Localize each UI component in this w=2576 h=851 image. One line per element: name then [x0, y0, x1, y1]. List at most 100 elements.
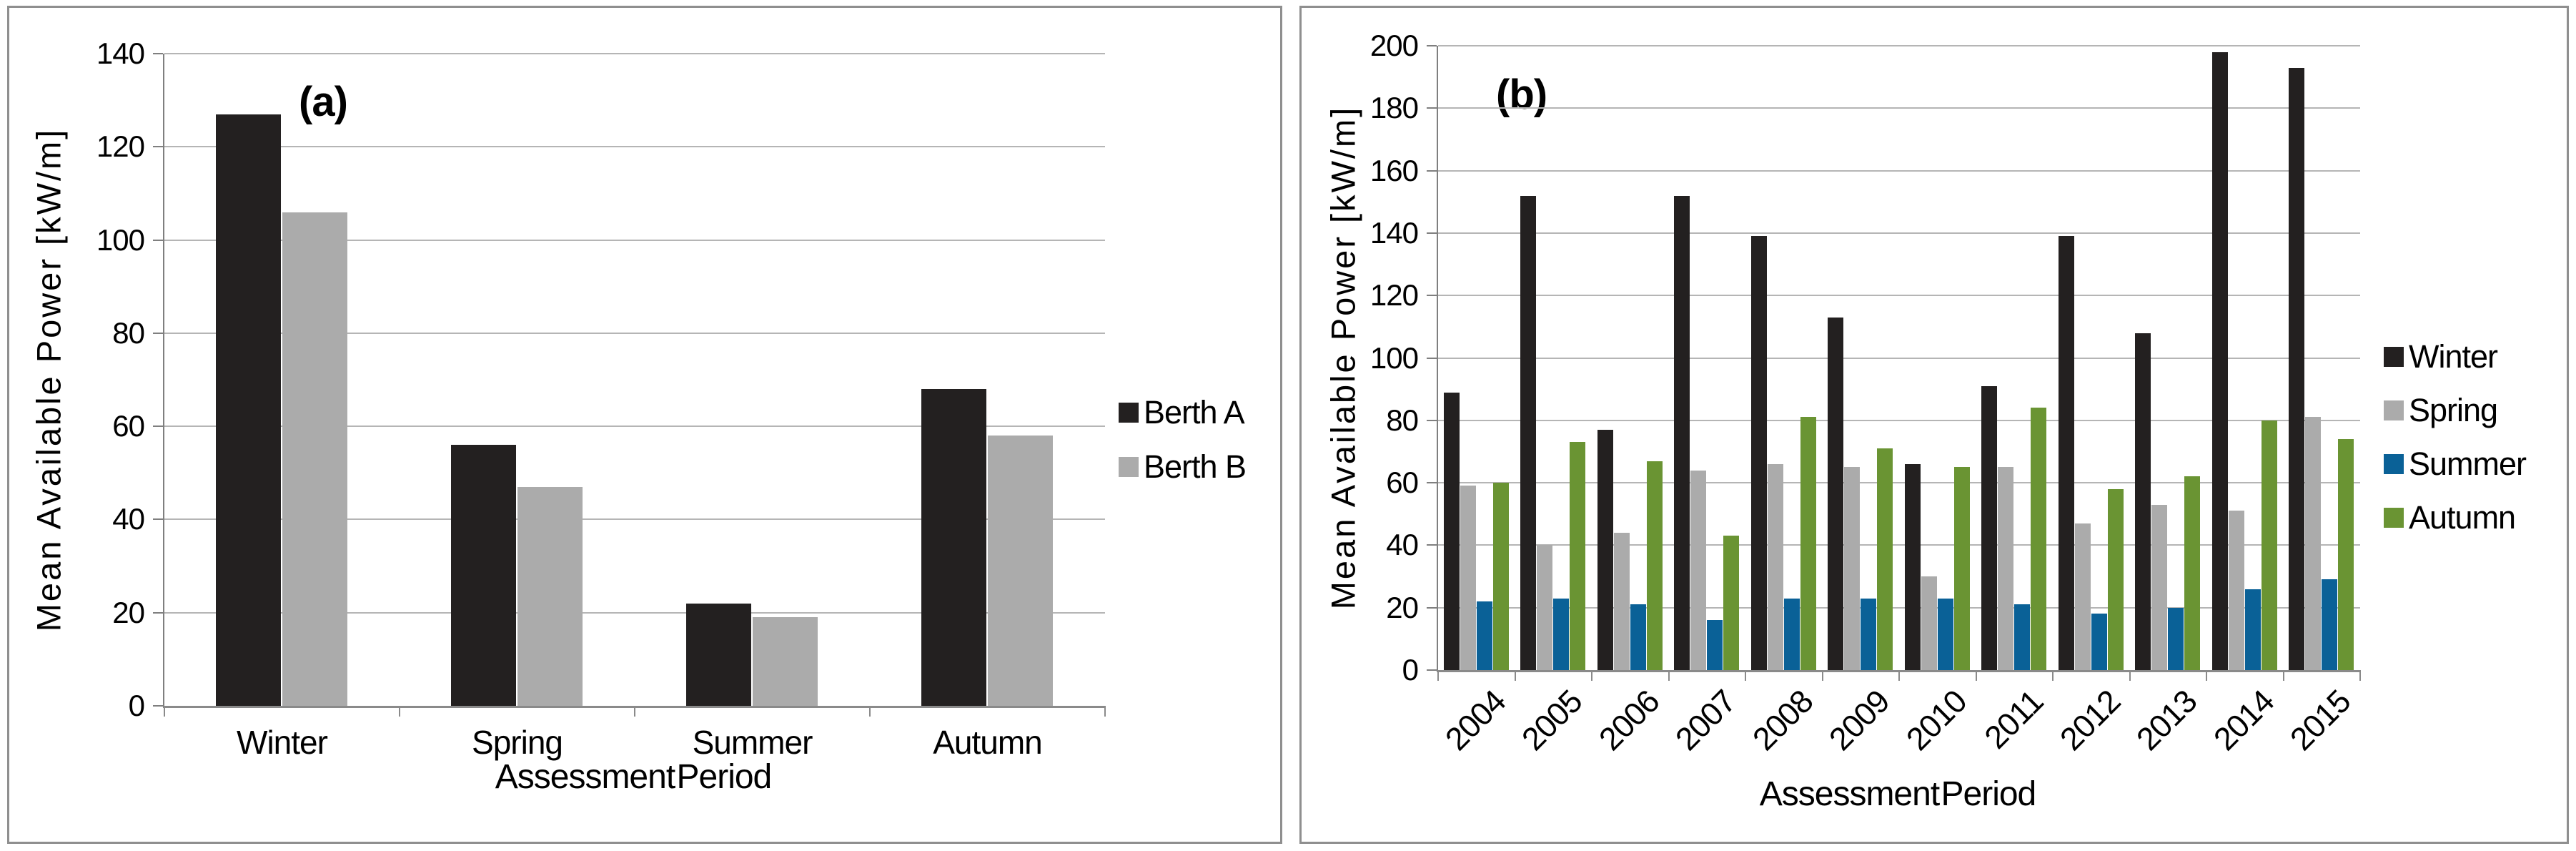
bar-summer-2006: [1630, 604, 1646, 670]
panel-b-legend: Winter Spring Summer Autumn: [2384, 338, 2527, 536]
x-axis-tick: [1745, 670, 1746, 681]
bar-berth-a-autumn: [921, 389, 987, 706]
gridline: [164, 239, 1105, 241]
x-axis-tick: [2052, 670, 2054, 681]
x-axis-tick: [2359, 670, 2361, 681]
bar-winter-2014: [2211, 51, 2228, 670]
gridline: [164, 146, 1105, 148]
y-axis-tick: [1427, 45, 1437, 46]
bar-spring-2007: [1690, 470, 1707, 670]
gridline: [164, 53, 1105, 54]
y-axis-tick: [1427, 606, 1437, 609]
bar-summer-2010: [1937, 598, 1953, 670]
y-tick-label: 60: [1386, 466, 1419, 500]
y-tick-label: 80: [1386, 403, 1419, 437]
bar-berth-b-winter: [282, 212, 347, 706]
x-axis-tick: [1514, 670, 1516, 681]
gridline: [164, 332, 1105, 334]
gridline: [1438, 606, 2360, 609]
gridline: [164, 518, 1105, 521]
panel-a-tag: (a): [299, 79, 348, 125]
y-axis-tick: [1427, 169, 1437, 172]
bar-summer-2013: [2168, 607, 2184, 670]
y-axis-tick: [1427, 357, 1437, 359]
bar-winter-2005: [1520, 195, 1537, 670]
y-tick-label: 180: [1369, 91, 1419, 125]
y-axis-tick: [1427, 482, 1437, 484]
bar-summer-2014: [2244, 589, 2261, 670]
y-tick-label: 120: [96, 129, 145, 164]
legend-swatch-berth-b: [1119, 457, 1139, 477]
legend-swatch-summer: [2384, 454, 2404, 474]
legend-label: Berth B: [1144, 448, 1247, 485]
gridline: [1438, 232, 2360, 234]
legend-item-berth-b: Berth B: [1119, 448, 1247, 486]
legend-swatch-autumn: [2384, 508, 2404, 528]
panel-b-plot-area: 0 20 40 60 80 100 120 140 160 180 200 2004 2005 2006 2…: [1370, 30, 2361, 757]
bar-autumn-2005: [1570, 442, 1586, 670]
bar-autumn-2006: [1646, 461, 1663, 670]
y-axis-tick: [153, 518, 163, 521]
panel-a-plot-area: 0 20 40 60 80 100 120 140 Winter Spring Summer Autu…: [96, 38, 1106, 761]
legend-swatch-berth-a: [1119, 403, 1139, 423]
x-axis-tick: [1591, 670, 1592, 681]
gridline: [1438, 295, 2360, 297]
legend-item-berth-a: Berth A: [1119, 394, 1246, 431]
bar-winter-2012: [2058, 236, 2074, 670]
x-axis-tick: [1104, 706, 1106, 717]
x-axis-tick: [1898, 670, 1900, 681]
x-tick-label-summer: Summer: [692, 724, 813, 761]
x-tick-label-spring: Spring: [472, 724, 563, 761]
bar-summer-2007: [1707, 620, 1723, 670]
y-axis-tick: [1427, 544, 1437, 546]
bar-spring-2014: [2228, 511, 2244, 670]
y-tick-label: 60: [112, 409, 145, 443]
y-axis-tick: [1427, 107, 1437, 109]
y-tick-label: 20: [112, 595, 145, 629]
y-axis-tick: [153, 705, 163, 707]
panel-b: (b) Mean Available Power [kW/m] 0 20 40 60 8…: [1299, 6, 2569, 844]
bar-winter-2011: [1981, 385, 1998, 670]
gridline: [1438, 45, 2360, 46]
gridline: [1438, 169, 2360, 172]
gridline: [164, 426, 1105, 428]
bar-winter-2009: [1828, 317, 1844, 670]
panel-a-x-axis-title: Assessment Period: [495, 758, 773, 796]
y-axis-tick: [1427, 669, 1437, 671]
bar-summer-2009: [1861, 598, 1877, 670]
panel-a-legend: Berth A Berth B: [1119, 394, 1247, 486]
y-tick-label: 40: [1386, 528, 1419, 562]
bar-summer-2004: [1476, 601, 1492, 670]
bar-berth-b-summer: [752, 617, 818, 706]
bar-summer-2005: [1553, 598, 1570, 670]
y-tick-label: 200: [1369, 29, 1419, 62]
y-tick-label: 160: [1369, 153, 1419, 187]
x-axis-tick: [2129, 670, 2131, 681]
y-axis-tick: [153, 611, 163, 614]
gridline: [1438, 357, 2360, 359]
panel-a: (a) Mean Available Power [kW/m] 0 20 40 60 8…: [7, 6, 1282, 844]
bar-summer-2015: [2322, 579, 2338, 670]
y-tick-label: 80: [112, 315, 145, 350]
bar-autumn-2013: [2184, 476, 2201, 670]
bar-autumn-2008: [1800, 417, 1816, 670]
y-axis-tick: [153, 426, 163, 428]
y-axis-tick: [1427, 232, 1437, 234]
x-axis-tick: [1821, 670, 1823, 681]
bar-autumn-2009: [1877, 448, 1893, 670]
bar-autumn-2012: [2107, 488, 2124, 670]
y-axis-tick: [153, 146, 163, 148]
y-tick-label: 100: [1369, 340, 1419, 375]
x-axis-tick: [634, 706, 635, 717]
bar-autumn-2011: [2031, 408, 2047, 670]
bar-spring-2012: [2074, 523, 2091, 670]
legend-swatch-winter: [2384, 347, 2404, 367]
x-axis-tick: [2282, 670, 2284, 681]
y-tick-label: 140: [1369, 215, 1419, 250]
legend-item-winter: Winter: [2384, 338, 2526, 375]
y-tick-label: 40: [112, 502, 145, 536]
bar-winter-2007: [1674, 195, 1690, 670]
bar-spring-2011: [1998, 467, 2014, 670]
bar-spring-2004: [1460, 486, 1476, 670]
legend-label: Berth A: [1144, 394, 1245, 431]
